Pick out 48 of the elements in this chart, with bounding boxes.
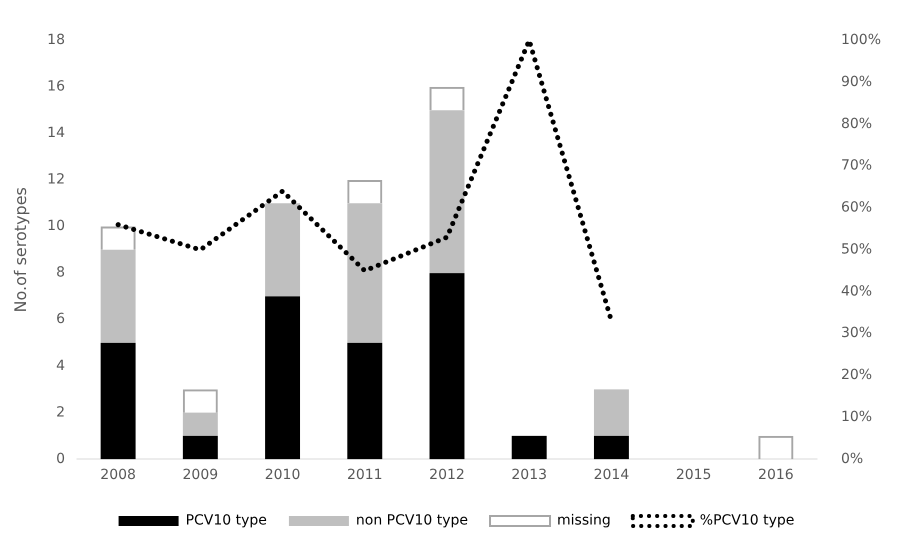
y2-tick-label: 100%	[840, 32, 882, 48]
legend-label: %PCV10 type	[700, 512, 794, 529]
x-tick-label: 2010	[264, 467, 300, 484]
y2-tick-label: 0%	[840, 450, 864, 467]
y-tick-label: 2	[56, 404, 66, 420]
y2-tick-label: 90%	[840, 74, 872, 90]
bar	[265, 296, 300, 460]
y2-tick-label: 40%	[840, 283, 872, 300]
bar	[100, 250, 136, 343]
legend-label: PCV10 type	[186, 512, 267, 529]
y2-tick-label: 30%	[840, 325, 872, 342]
y2-tick-label: 70%	[840, 158, 872, 174]
y2-tick-label: 20%	[840, 367, 872, 384]
bar	[347, 342, 382, 460]
x-tick-label: 2009	[182, 467, 218, 484]
x-tick-label: 2012	[429, 467, 465, 484]
y-tick-label: 10	[47, 218, 66, 234]
legend-label: non PCV10 type	[356, 512, 468, 529]
legend-label: missing	[557, 512, 611, 529]
x-tick-label: 2013	[511, 467, 548, 484]
bar	[594, 436, 629, 460]
y-tick-label: 8	[56, 264, 66, 281]
x-tick-label: 2015	[676, 467, 712, 484]
x-tick-label: 2008	[100, 467, 136, 484]
y2-tick-label: 10%	[840, 408, 872, 425]
bar	[512, 436, 547, 460]
bar	[594, 389, 629, 436]
x-tick-label: 2011	[346, 467, 383, 484]
y-tick-label: 0	[56, 450, 66, 467]
x-tick-label: 2014	[594, 467, 630, 484]
x-tick-label: 2016	[758, 467, 794, 484]
y-tick-label: 12	[47, 172, 66, 188]
bar	[182, 436, 218, 460]
bar	[182, 412, 218, 436]
y2-tick-label: 50%	[840, 241, 872, 258]
y-tick-label: 4	[56, 358, 66, 374]
bar	[430, 110, 464, 274]
bar	[265, 203, 300, 296]
y2-tick-label: 80%	[840, 116, 872, 132]
y-axis-title: No.of serotypes	[10, 187, 30, 312]
y-tick-label: 16	[47, 78, 66, 95]
bar	[100, 342, 136, 460]
y-tick-label: 18	[47, 32, 66, 48]
y-tick-label: 6	[56, 311, 66, 328]
y2-tick-label: 60%	[840, 200, 872, 216]
y-tick-label: 14	[47, 125, 66, 142]
bar	[430, 273, 464, 460]
bar	[347, 203, 382, 343]
